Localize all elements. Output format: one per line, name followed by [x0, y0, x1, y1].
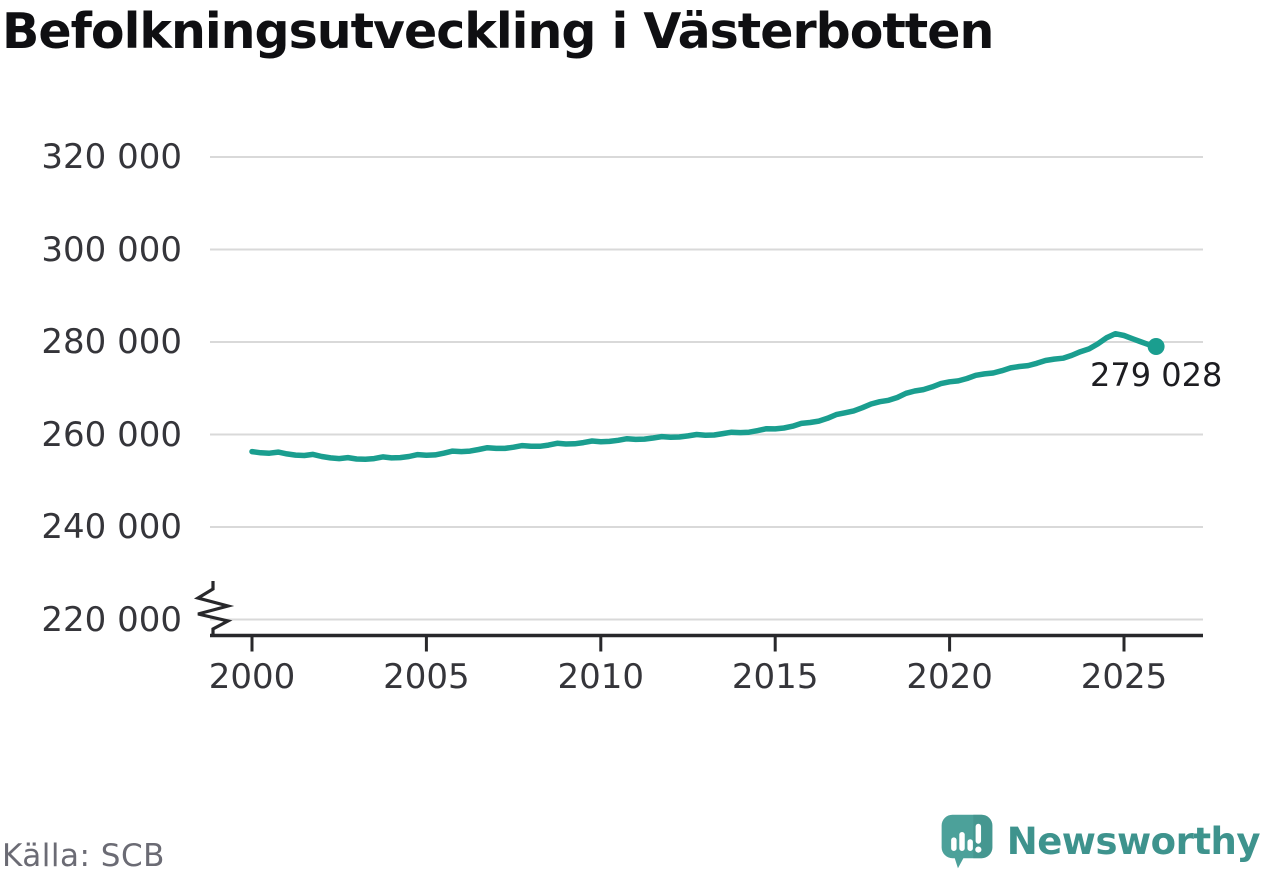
newsworthy-logo: Newsworthy: [938, 812, 1261, 870]
population-line: [249, 330, 1165, 462]
gridlines: [210, 156, 1203, 621]
y-axis-tick-label: 220 000: [41, 599, 182, 640]
source-attribution: Källa: SCB: [2, 838, 165, 874]
x-axis: [193, 581, 1203, 652]
y-axis-break-icon: [193, 581, 235, 636]
x-axis-tick-label: 2010: [557, 657, 645, 697]
latest-value-label: 279 028: [1090, 356, 1223, 394]
x-axis-tick-label: 2005: [383, 657, 470, 697]
chart-title: Befolkningsutveckling i Västerbotten: [2, 3, 994, 60]
x-axis-tick-label: 2015: [731, 657, 819, 697]
x-axis-tick-label: 2025: [1080, 657, 1168, 697]
x-axis-tick-label: 2020: [906, 657, 993, 697]
y-axis-tick-label: 260 000: [41, 414, 182, 455]
y-axis-tick-label: 300 000: [41, 229, 182, 270]
y-axis-tick-label: 280 000: [41, 322, 182, 362]
y-axis-tick-label: 240 000: [41, 507, 182, 547]
x-axis-tick-label: 2000: [208, 657, 296, 697]
newsworthy-logo-icon: [941, 814, 993, 869]
y-axis-tick-label: 320 000: [41, 137, 182, 177]
bar-chart-glyph: [950, 823, 982, 853]
population-series-line: [249, 330, 1159, 462]
latest-value-dot: [1147, 337, 1165, 355]
newsworthy-wordmark: Newsworthy: [1006, 819, 1261, 863]
